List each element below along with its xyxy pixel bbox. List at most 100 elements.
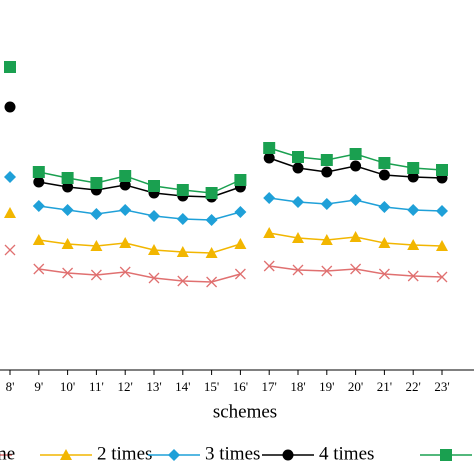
marker xyxy=(4,207,16,218)
marker xyxy=(32,234,45,245)
marker xyxy=(378,237,391,248)
marker xyxy=(4,61,16,73)
marker xyxy=(62,181,74,193)
marker xyxy=(90,208,103,220)
marker xyxy=(4,171,16,183)
marker xyxy=(119,170,132,182)
marker xyxy=(263,227,276,238)
x-tick-label: 22' xyxy=(406,379,421,394)
marker xyxy=(119,237,132,248)
marker xyxy=(292,264,304,276)
marker xyxy=(119,179,131,191)
marker xyxy=(148,180,160,192)
x-tick-label: 17' xyxy=(262,379,277,394)
marker xyxy=(407,204,420,216)
marker xyxy=(62,267,74,279)
marker xyxy=(378,268,390,280)
marker xyxy=(148,272,160,284)
marker xyxy=(119,266,131,278)
marker xyxy=(407,171,419,183)
x-tick-label: 20' xyxy=(348,379,363,394)
marker xyxy=(263,152,275,164)
marker xyxy=(61,204,74,216)
legend-marker xyxy=(168,449,180,461)
marker xyxy=(350,160,362,172)
series-line xyxy=(38,239,241,254)
marker xyxy=(4,244,16,256)
x-tick-label: 10' xyxy=(60,379,75,394)
marker xyxy=(263,142,276,154)
marker xyxy=(407,270,419,282)
marker xyxy=(205,214,218,226)
x-tick-label: 14' xyxy=(175,379,190,394)
marker xyxy=(234,174,247,186)
legend-marker xyxy=(60,449,72,460)
legend-label: me xyxy=(0,443,15,464)
marker xyxy=(61,238,74,249)
marker xyxy=(321,166,333,178)
marker xyxy=(292,232,304,243)
marker xyxy=(436,240,448,251)
marker xyxy=(378,157,391,169)
marker xyxy=(378,201,391,213)
marker xyxy=(4,101,16,113)
marker xyxy=(436,271,448,283)
marker xyxy=(321,265,333,277)
marker xyxy=(407,239,420,250)
marker xyxy=(119,204,132,216)
legend-label: 3 times xyxy=(205,443,260,464)
x-tick-label: 15' xyxy=(204,379,219,394)
x-tick-label: 18' xyxy=(290,379,305,394)
marker xyxy=(148,244,160,255)
marker xyxy=(61,172,74,184)
marker xyxy=(349,194,362,206)
marker xyxy=(320,234,333,245)
marker xyxy=(177,275,189,287)
x-tick-label: 8' xyxy=(6,379,15,394)
legend-label: 4 times xyxy=(319,443,374,464)
legend-marker xyxy=(282,449,294,461)
marker xyxy=(292,151,304,163)
legend-label: 2 times xyxy=(97,443,152,464)
marker xyxy=(349,231,362,242)
x-tick-label: 19' xyxy=(319,379,334,394)
marker xyxy=(90,269,102,281)
marker xyxy=(234,268,246,280)
marker xyxy=(90,177,103,189)
marker xyxy=(205,247,218,258)
x-tick-label: 9' xyxy=(34,379,43,394)
marker xyxy=(320,198,333,210)
x-tick-label: 13' xyxy=(146,379,161,394)
marker xyxy=(32,166,45,178)
marker xyxy=(263,192,276,204)
marker xyxy=(292,162,304,174)
marker xyxy=(176,213,189,225)
series-line xyxy=(38,268,241,283)
x-tick-label: 23' xyxy=(434,379,449,394)
marker xyxy=(176,184,189,196)
marker xyxy=(206,276,218,288)
marker xyxy=(436,164,448,176)
marker xyxy=(320,154,333,166)
marker xyxy=(350,263,362,275)
marker xyxy=(436,205,448,217)
x-tick-label: 16' xyxy=(233,379,248,394)
x-tick-label: 21' xyxy=(377,379,392,394)
marker xyxy=(90,240,103,251)
marker xyxy=(378,169,390,181)
x-axis-title: schemes xyxy=(213,401,277,422)
marker xyxy=(148,210,160,222)
x-tick-label: 12' xyxy=(118,379,133,394)
marker xyxy=(176,246,189,257)
marker xyxy=(263,260,275,272)
legend-marker xyxy=(440,449,452,461)
marker xyxy=(407,162,420,174)
marker xyxy=(205,187,218,199)
marker xyxy=(33,263,45,275)
marker xyxy=(32,200,45,212)
marker xyxy=(234,238,247,249)
marker xyxy=(234,206,247,218)
marker xyxy=(292,196,304,208)
x-tick-label: 11' xyxy=(89,379,104,394)
